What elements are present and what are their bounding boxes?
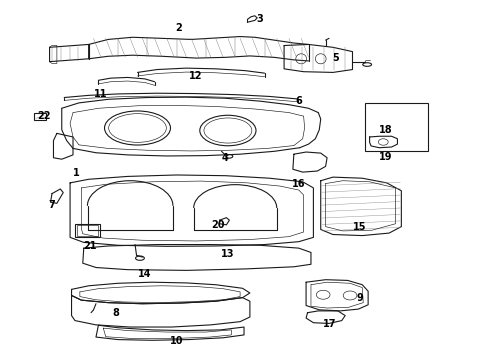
Text: 21: 21: [83, 241, 97, 251]
Text: 18: 18: [379, 125, 392, 135]
Text: 16: 16: [292, 179, 305, 189]
Bar: [365, 103, 428, 151]
Text: 2: 2: [175, 23, 182, 33]
Text: 12: 12: [190, 71, 203, 81]
Text: 11: 11: [94, 89, 108, 99]
Text: 22: 22: [37, 111, 50, 121]
Text: 14: 14: [138, 269, 151, 279]
Text: 3: 3: [256, 14, 263, 24]
Text: 5: 5: [332, 53, 339, 63]
Text: 13: 13: [221, 248, 235, 258]
Text: 19: 19: [379, 152, 392, 162]
Text: 17: 17: [323, 319, 336, 329]
Text: 9: 9: [356, 293, 363, 303]
Text: 1: 1: [73, 168, 80, 178]
Text: 20: 20: [211, 220, 225, 230]
Text: 6: 6: [295, 96, 302, 106]
Text: 4: 4: [222, 153, 229, 163]
Bar: [75, 224, 100, 237]
Text: 7: 7: [49, 200, 55, 210]
Bar: [77, 225, 98, 236]
Text: 8: 8: [112, 309, 119, 318]
Text: 10: 10: [170, 336, 183, 346]
Text: 15: 15: [353, 222, 367, 232]
Bar: [34, 113, 46, 120]
